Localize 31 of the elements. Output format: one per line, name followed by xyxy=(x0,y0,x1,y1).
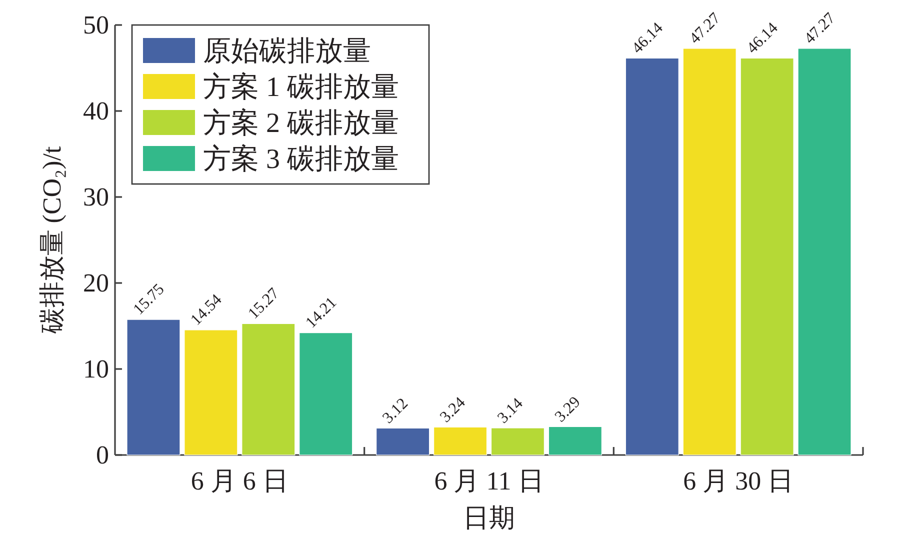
bar xyxy=(548,426,602,456)
legend-label: 方案 3 碳排放量 xyxy=(203,143,399,175)
y-tick-label: 20 xyxy=(83,268,109,298)
bar xyxy=(433,426,488,456)
x-tick-label: 6 月 11 日 xyxy=(434,466,544,496)
bar xyxy=(184,330,238,456)
x-tick-label: 6 月 6 日 xyxy=(190,466,288,496)
data-label: 3.29 xyxy=(552,394,584,426)
y-axis-title: 碳排放量 (CO₂)/t xyxy=(38,146,66,335)
legend-label: 方案 2 碳排放量 xyxy=(203,107,399,139)
bar xyxy=(376,428,430,456)
bar xyxy=(299,332,353,456)
bar xyxy=(682,48,736,456)
y-tick-label: 0 xyxy=(96,440,109,470)
x-axis-title: 日期 xyxy=(463,504,515,532)
bar xyxy=(126,319,180,456)
y-tick-label: 40 xyxy=(83,96,109,126)
bar xyxy=(798,48,852,456)
y-tick-label: 10 xyxy=(83,354,109,384)
y-tick-label: 50 xyxy=(83,10,109,40)
y-tick-label: 30 xyxy=(83,182,109,212)
bar xyxy=(242,323,296,456)
bar xyxy=(490,428,545,456)
legend-label: 方案 1 碳排放量 xyxy=(203,71,399,103)
data-label: 3.14 xyxy=(494,395,526,427)
bar xyxy=(740,58,794,456)
bar xyxy=(625,58,679,456)
x-tick-label: 6 月 30 日 xyxy=(683,466,794,496)
data-label: 3.12 xyxy=(380,395,412,427)
data-label: 3.24 xyxy=(437,394,469,426)
legend-label: 原始碳排放量 xyxy=(203,36,371,67)
